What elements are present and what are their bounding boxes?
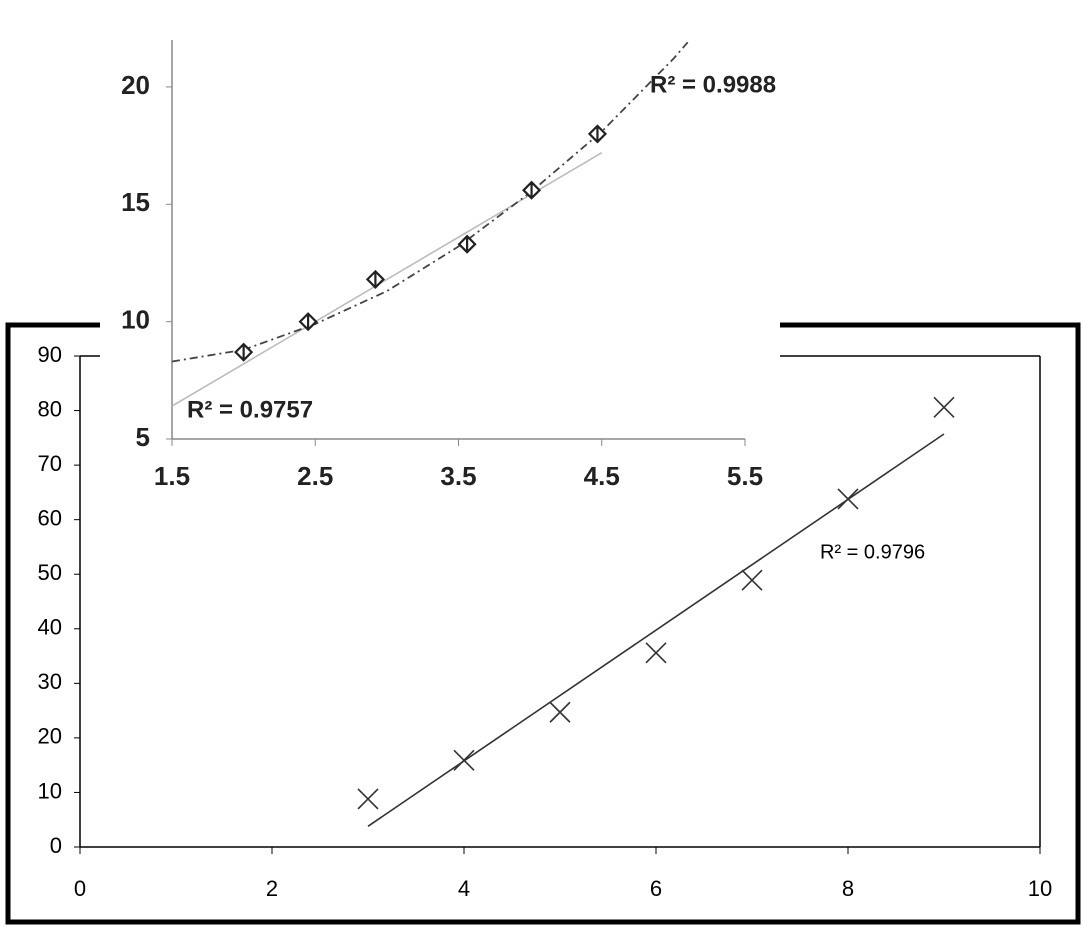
point: [522, 180, 542, 200]
y-tick-label: 80: [38, 396, 62, 421]
x-tick-label: 4: [458, 876, 470, 901]
point: [933, 396, 955, 418]
y-tick-label: 90: [38, 342, 62, 367]
x-tick-label: 1.5: [154, 461, 190, 491]
x-tick-label: 6: [650, 876, 662, 901]
x-tick-label: 5.5: [727, 461, 763, 491]
point: [357, 788, 379, 810]
point: [298, 312, 318, 332]
inset-background: [100, 0, 780, 500]
y-tick-label: 20: [38, 724, 62, 749]
y-tick-label: 40: [38, 615, 62, 640]
x-tick-label: 4.5: [584, 461, 620, 491]
y-tick-label: 50: [38, 560, 62, 585]
x-tick-label: 10: [1028, 876, 1052, 901]
y-tick-label: 70: [38, 451, 62, 476]
r-squared-label: R² = 0.9988: [650, 71, 776, 98]
x-tick-label: 3.5: [440, 461, 476, 491]
y-tick-label: 0: [50, 833, 62, 858]
inset-chart: 5 10 15 20 1.5 2.5 3.5 4.5 5.5 R² = 0.9757 R² = 0.…: [121, 40, 776, 491]
point: [741, 569, 763, 591]
point: [587, 124, 608, 144]
point: [645, 642, 667, 664]
x-tick-label: 0: [74, 876, 86, 901]
trendline: [171, 41, 689, 363]
point: [549, 701, 571, 723]
point: [234, 342, 254, 362]
y-tick-label: 20: [121, 70, 150, 100]
y-tick-label: 30: [38, 669, 62, 694]
r-squared-label: R² = 0.9796: [820, 541, 925, 563]
x-tick-label: 8: [842, 876, 854, 901]
point: [453, 749, 475, 771]
point: [457, 234, 477, 254]
y-tick-label: 60: [38, 505, 62, 530]
frame: [5, 322, 1081, 925]
x-tick-label: 2.5: [297, 461, 333, 491]
r-squared-label: R² = 0.9757: [187, 396, 313, 423]
y-tick-label: 10: [38, 778, 62, 803]
point: [837, 488, 859, 510]
y-tick-label: 15: [121, 187, 150, 217]
x-tick-label: 2: [266, 876, 278, 901]
y-tick-label: 10: [121, 305, 150, 335]
y-tick-label: 5: [136, 422, 150, 452]
point: [365, 269, 385, 289]
